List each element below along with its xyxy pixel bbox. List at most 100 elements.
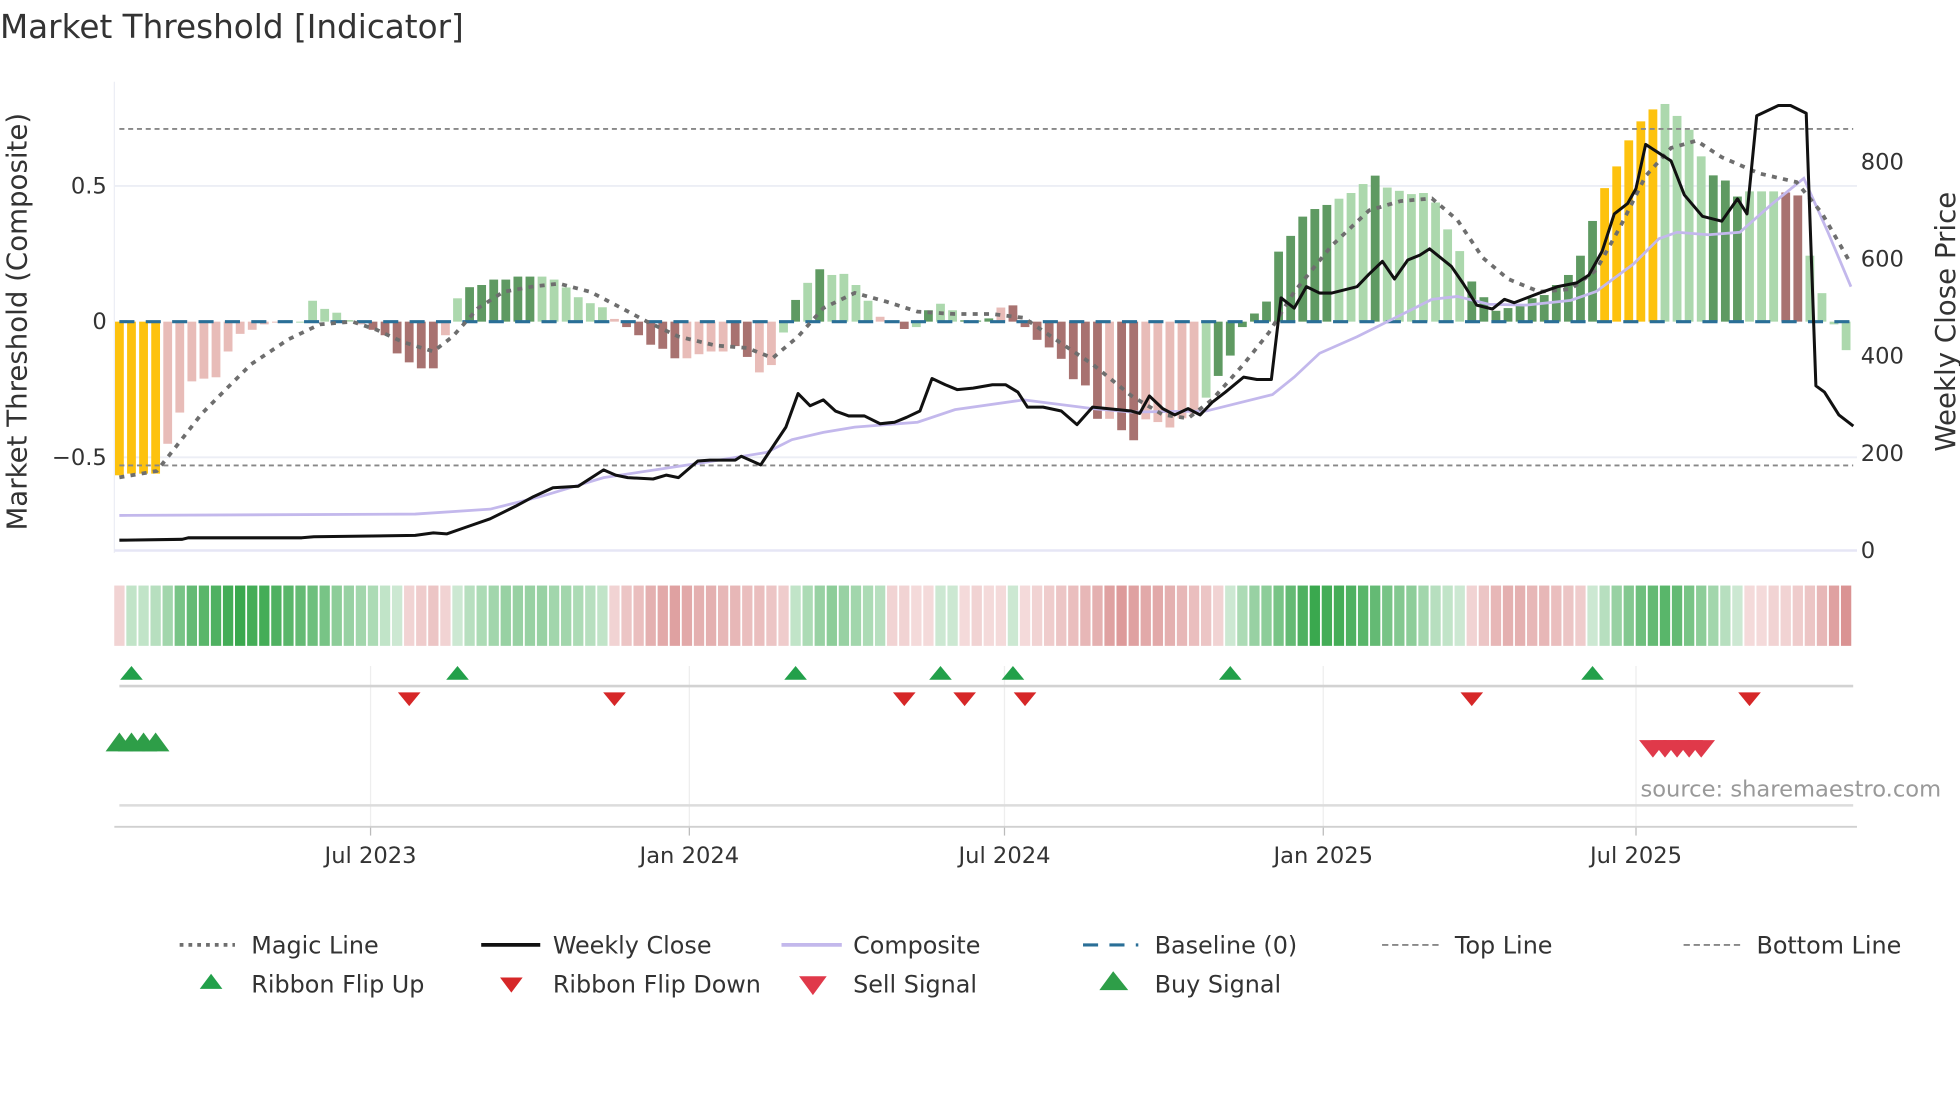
composite-bar [344,320,354,322]
composite-bar [320,308,330,322]
ribbon-cell [150,585,161,646]
composite-bar [1660,103,1670,322]
composite-bar [1358,184,1368,322]
ribbon-cell [1225,585,1236,646]
ribbon-cell [1080,585,1091,646]
ribbon-cell [1309,585,1320,646]
ribbon-cell [911,585,922,646]
ribbon-cell [247,585,258,646]
composite-bar [1527,298,1537,322]
ribbon-flip-down-marker [1460,692,1484,707]
composite-bar [1117,321,1127,431]
ribbon-cell [573,585,584,646]
composite-bar [1539,295,1549,322]
composite-bar [1020,321,1030,328]
ribbon-cell [814,585,825,646]
legend-label: Sell Signal [853,971,977,999]
legend-label: Baseline (0) [1155,932,1298,960]
composite-bar [549,279,559,322]
composite-bar [1684,129,1694,322]
ribbon-cell [1599,585,1610,646]
composite-bar [537,276,547,322]
composite-bar [1008,305,1018,322]
ribbon-cell [548,585,560,646]
composite-bar [1129,321,1139,441]
legend-label: Magic Line [251,932,378,960]
ribbon-cell [1840,585,1852,646]
composite-bar [899,321,909,329]
ribbon-flip-down-marker [953,692,976,707]
ribbon-cell [186,585,198,646]
ribbon-cell [1478,585,1490,646]
ribbon-cell [126,585,137,646]
composite-bar [875,316,885,322]
ribbon-cell [1273,585,1284,646]
composite-bar [1189,321,1199,414]
ribbon-cell [935,585,946,646]
ribbon-cell [174,585,185,646]
composite-bar [1419,193,1428,322]
triangle-up-icon [1099,971,1129,991]
legend-item-composite: Composite [781,932,980,960]
y-tick-label-right: 0 [1861,538,1875,564]
composite-bar [501,279,511,322]
ribbon-cell [838,585,850,646]
ribbon-cell [1164,585,1176,646]
ribbon-cell [874,585,886,646]
ribbon-cell [1756,585,1767,646]
composite-bar [127,321,136,474]
ribbon-cell [742,585,753,646]
ribbon-cell [1611,585,1622,646]
composite-bar [525,276,535,322]
ribbon-cell [585,585,596,646]
composite-bar [1346,193,1356,322]
ribbon-cell [1744,585,1755,646]
ribbon-cell [367,585,379,646]
left-axis-title: Market Threshold (Composite) [0,113,33,531]
composite-bar [1225,321,1235,356]
triangle-down-icon [799,976,827,996]
composite-bar [175,321,185,413]
ribbon-flip-down-marker [1013,692,1037,707]
ribbon-cell [657,585,668,646]
ribbon-cell [452,585,463,646]
ribbon-flip-down-marker [397,692,421,707]
composite-bar [163,321,173,444]
ribbon-cell [621,585,632,646]
composite-bar [1262,301,1271,322]
ribbon-cell [1454,585,1465,646]
ribbon-cell [222,585,234,646]
composite-bar [308,300,317,322]
composite-bar [585,303,595,322]
composite-bar [441,321,450,336]
composite-bar [803,282,813,322]
composite-bar [598,307,607,322]
composite-bar [718,321,728,352]
ribbon-cell [754,585,765,646]
ribbon-cell [319,585,330,646]
composite-bar [489,279,499,322]
ribbon-cell [923,585,934,646]
sell-signal-marker [1687,740,1716,758]
composite-bar [754,321,764,373]
composite-bar [211,321,221,378]
ribbon-flip-down-marker [603,692,626,707]
ribbon-cell [1551,585,1562,646]
ribbon-cell [259,585,270,646]
legend-label: Buy Signal [1155,971,1282,999]
ribbon-cell [331,585,342,646]
composite-bar [139,321,148,474]
composite-bar [1165,321,1175,428]
ribbon-cell [512,585,524,646]
ribbon-cell [1418,585,1429,646]
ribbon-cell [1357,585,1369,646]
ribbon-cell [1768,585,1779,646]
ribbon-cell [1816,585,1828,646]
ribbon-cell [428,585,439,646]
ribbon-cell [959,585,970,646]
composite-bar [1298,216,1308,322]
composite-bar [1250,313,1259,322]
ribbon-cell [645,585,656,646]
composite-bar [779,321,788,333]
